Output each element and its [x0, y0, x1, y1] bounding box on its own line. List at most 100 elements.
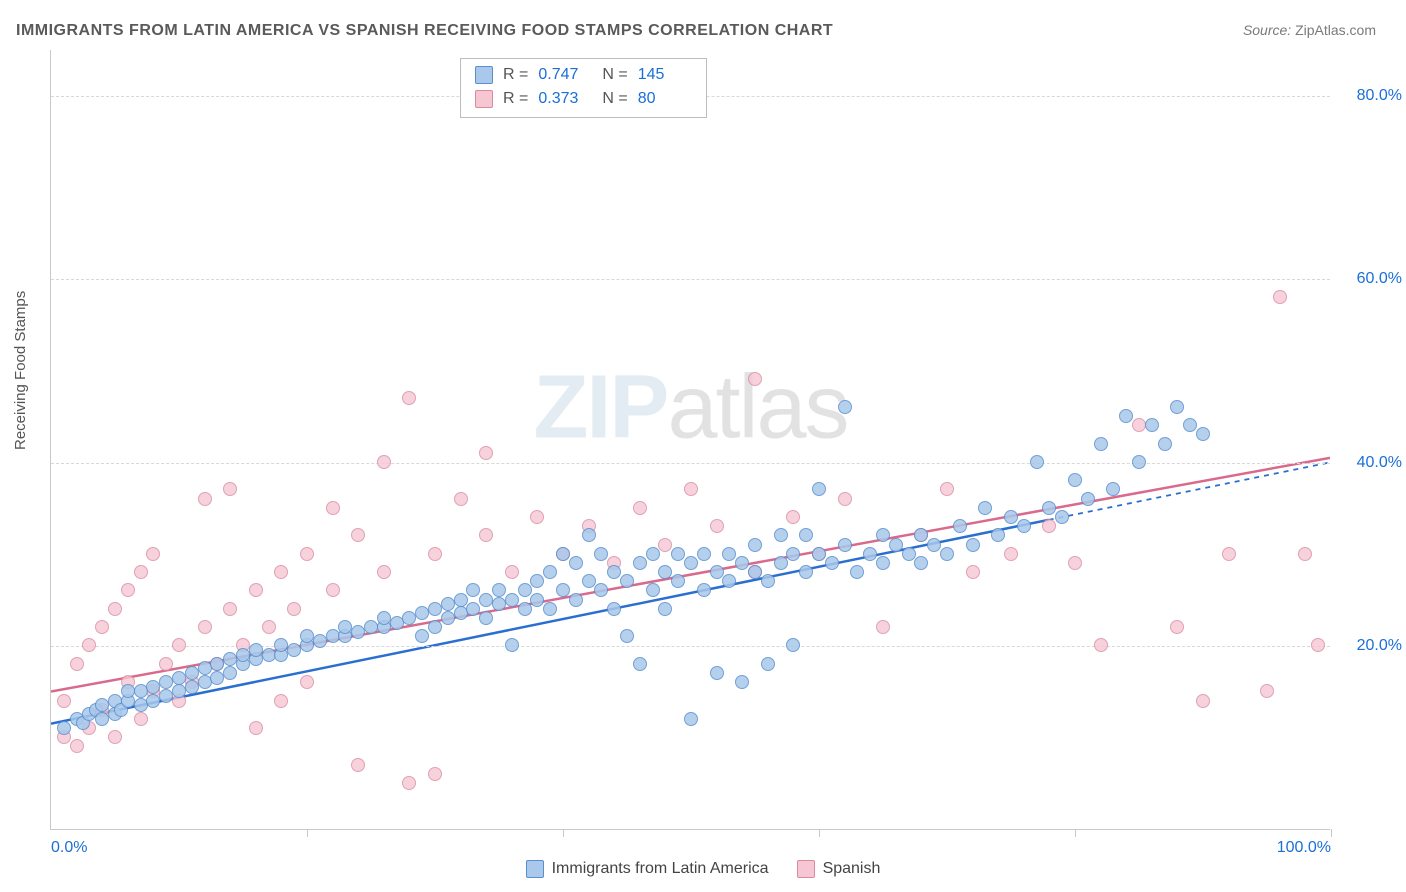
scatter-point: [1106, 482, 1120, 496]
scatter-point: [1222, 547, 1236, 561]
scatter-point: [556, 583, 570, 597]
scatter-point: [569, 593, 583, 607]
scatter-point: [1260, 684, 1274, 698]
scatter-point: [633, 501, 647, 515]
scatter-point: [223, 666, 237, 680]
scatter-point: [1004, 547, 1018, 561]
scatter-point: [518, 602, 532, 616]
scatter-point: [914, 528, 928, 542]
scatter-point: [1004, 510, 1018, 524]
scatter-point: [658, 565, 672, 579]
scatter-point: [735, 556, 749, 570]
scatter-point: [530, 593, 544, 607]
scatter-point: [825, 556, 839, 570]
scatter-point: [748, 538, 762, 552]
scatter-point: [966, 565, 980, 579]
legend-swatch: [475, 66, 493, 84]
scatter-point: [479, 528, 493, 542]
legend-label: Spanish: [823, 860, 881, 878]
scatter-point: [1068, 473, 1082, 487]
scatter-point: [351, 528, 365, 542]
legend-r-label: R =: [503, 66, 528, 84]
scatter-point: [428, 767, 442, 781]
scatter-point: [697, 583, 711, 597]
scatter-point: [620, 629, 634, 643]
legend-r-value: 0.747: [538, 66, 592, 84]
scatter-point: [198, 620, 212, 634]
scatter-point: [300, 547, 314, 561]
scatter-point: [57, 694, 71, 708]
scatter-point: [262, 620, 276, 634]
legend-swatch: [475, 90, 493, 108]
scatter-point: [761, 657, 775, 671]
scatter-point: [223, 482, 237, 496]
scatter-point: [850, 565, 864, 579]
legend-swatch: [526, 860, 544, 878]
scatter-point: [326, 583, 340, 597]
scatter-point: [799, 565, 813, 579]
scatter-point: [876, 528, 890, 542]
scatter-point: [300, 675, 314, 689]
scatter-point: [134, 712, 148, 726]
scatter-point: [1042, 519, 1056, 533]
scatter-point: [1183, 418, 1197, 432]
trend-line-dashed: [1049, 462, 1330, 519]
scatter-point: [466, 583, 480, 597]
scatter-point: [82, 638, 96, 652]
legend-item: Spanish: [797, 860, 881, 878]
scatter-point: [684, 482, 698, 496]
x-tick-mark: [307, 829, 308, 837]
legend-n-value: 80: [638, 90, 692, 108]
scatter-point: [505, 638, 519, 652]
scatter-point: [1119, 409, 1133, 423]
scatter-point: [1298, 547, 1312, 561]
scatter-point: [1042, 501, 1056, 515]
scatter-point: [799, 528, 813, 542]
scatter-point: [1094, 437, 1108, 451]
scatter-point: [607, 565, 621, 579]
scatter-point: [530, 510, 544, 524]
scatter-point: [786, 510, 800, 524]
scatter-point: [684, 712, 698, 726]
scatter-point: [838, 492, 852, 506]
scatter-point: [492, 583, 506, 597]
scatter-point: [722, 547, 736, 561]
y-tick-label: 40.0%: [1357, 454, 1402, 472]
legend-item: Immigrants from Latin America: [526, 860, 769, 878]
scatter-point: [633, 657, 647, 671]
scatter-point: [543, 565, 557, 579]
source-prefix: Source:: [1243, 22, 1295, 38]
scatter-point: [377, 565, 391, 579]
scatter-point: [927, 538, 941, 552]
scatter-point: [402, 391, 416, 405]
x-tick-mark: [563, 829, 564, 837]
scatter-point: [466, 602, 480, 616]
scatter-point: [710, 666, 724, 680]
series-legend: Immigrants from Latin America Spanish: [0, 860, 1406, 878]
scatter-point: [505, 565, 519, 579]
scatter-point: [428, 547, 442, 561]
scatter-point: [1273, 290, 1287, 304]
scatter-point: [326, 501, 340, 515]
scatter-point: [1145, 418, 1159, 432]
scatter-point: [1196, 694, 1210, 708]
scatter-point: [108, 602, 122, 616]
scatter-point: [684, 556, 698, 570]
scatter-point: [774, 528, 788, 542]
scatter-point: [505, 593, 519, 607]
scatter-point: [287, 602, 301, 616]
y-axis-label: Receiving Food Stamps: [12, 291, 29, 450]
scatter-point: [57, 721, 71, 735]
scatter-point: [1196, 427, 1210, 441]
scatter-point: [646, 583, 660, 597]
scatter-point: [991, 528, 1005, 542]
scatter-point: [774, 556, 788, 570]
legend-n-label: N =: [602, 66, 627, 84]
scatter-point: [582, 574, 596, 588]
scatter-point: [710, 565, 724, 579]
scatter-point: [159, 657, 173, 671]
scatter-point: [748, 565, 762, 579]
scatter-point: [172, 638, 186, 652]
scatter-point: [607, 602, 621, 616]
scatter-point: [70, 739, 84, 753]
